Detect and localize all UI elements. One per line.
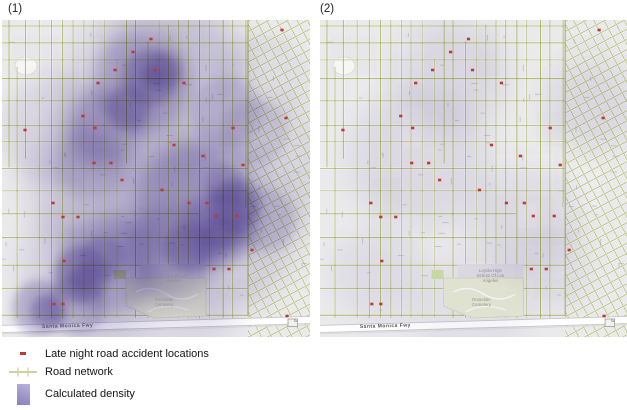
legend-item-accidents: Late night road accident locations	[8, 345, 328, 362]
panel-2-label: (2)	[320, 3, 335, 15]
attribution-icon	[604, 318, 616, 327]
map-panel-network-density[interactable]: Santa Monica Fwy Loyola High School Of Los…	[320, 20, 627, 337]
legend-label-density: Calculated density	[45, 388, 135, 400]
svg-text:Santa Monica Fwy: Santa Monica Fwy	[360, 323, 411, 330]
legend-item-density: Calculated density	[8, 381, 328, 407]
attribution-icon	[287, 318, 299, 327]
accident-marker-icon	[8, 352, 38, 355]
legend: Late night road accident locations Road …	[8, 345, 328, 407]
legend-item-road-network: Road network	[8, 362, 328, 381]
panel-1-label: (1)	[8, 3, 23, 15]
road-network-icon	[8, 366, 38, 378]
map-panel-planar-density[interactable]: Santa Monica Fwy Loyola High School Of Los…	[2, 20, 310, 337]
density-swatch-icon	[8, 383, 38, 405]
legend-label-accidents: Late night road accident locations	[45, 347, 209, 360]
svg-text:Santa Monica Fwy: Santa Monica Fwy	[42, 323, 93, 330]
legend-label-road-network: Road network	[45, 365, 113, 378]
